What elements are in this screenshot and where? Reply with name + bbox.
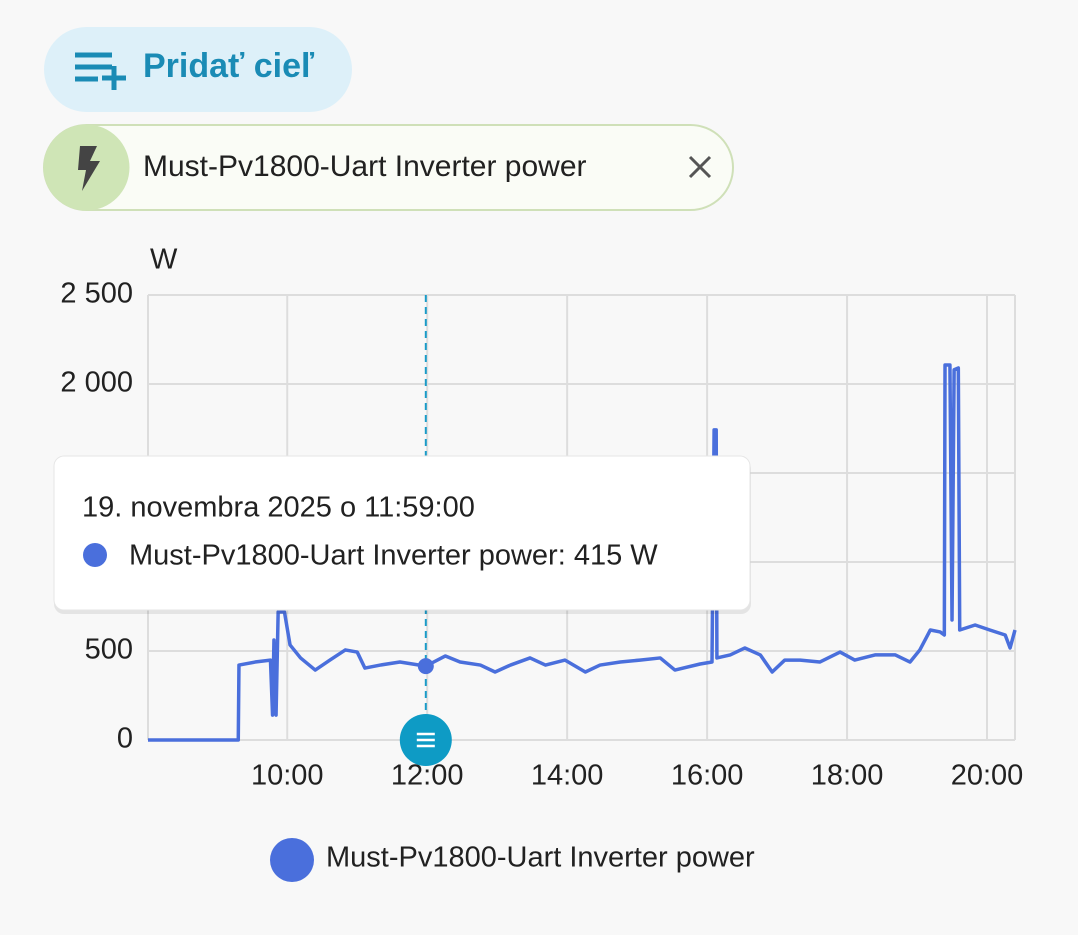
- entity-chip: Must-Pv1800-Uart Inverter power: [43, 124, 734, 211]
- x-tick-label: 14:00: [531, 760, 604, 792]
- chip-label: Must-Pv1800-Uart Inverter power: [143, 150, 587, 183]
- x-tick-label: 20:00: [951, 760, 1024, 792]
- y-tick-label: 500: [85, 634, 133, 666]
- cursor-handle[interactable]: [399, 714, 452, 766]
- x-tick-label: 10:00: [251, 760, 324, 792]
- tooltip: 19. novembra 2025 o 11:59:00 Must-Pv1800-…: [53, 455, 751, 614]
- y-tick-label: 0: [117, 723, 133, 755]
- add-target-button[interactable]: Pridať cieľ: [44, 27, 352, 112]
- tooltip-title: 19. novembra 2025 o 11:59:00: [82, 492, 475, 524]
- tooltip-bg: [53, 455, 751, 611]
- legend-swatch: [270, 838, 314, 882]
- cursor-point: [417, 658, 434, 675]
- x-tick-label: 16:00: [671, 760, 744, 792]
- bolt-icon: [78, 146, 100, 191]
- button-bg[interactable]: [44, 27, 352, 112]
- y-tick-label: 2 500: [60, 278, 133, 310]
- y-tick-label: 2 000: [60, 367, 133, 399]
- playlist-add-icon: [75, 52, 126, 90]
- tooltip-text: Must-Pv1800-Uart Inverter power: 415 W: [129, 540, 658, 572]
- tooltip-swatch: [83, 543, 107, 567]
- x-tick-label: 18:00: [811, 760, 884, 792]
- chip-remove[interactable]: [688, 155, 712, 179]
- button-label[interactable]: Pridať cieľ: [143, 47, 315, 85]
- series-line: [148, 363, 1017, 742]
- legend-label: Must-Pv1800-Uart Inverter power: [326, 842, 755, 874]
- y-unit: W: [150, 244, 178, 276]
- legend-item[interactable]: Must-Pv1800-Uart Inverter power: [270, 838, 755, 882]
